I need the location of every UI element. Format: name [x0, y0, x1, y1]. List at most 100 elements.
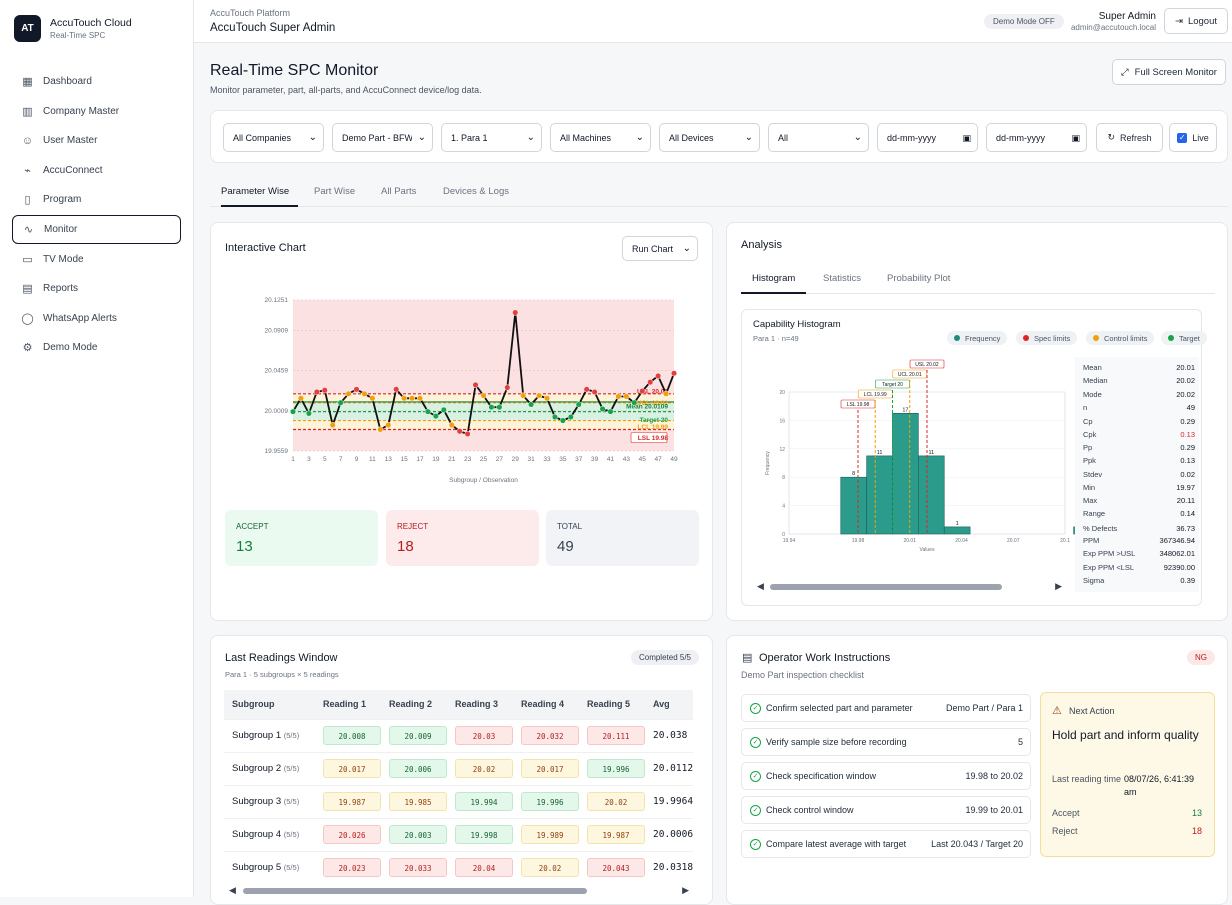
legend-label: Control limits — [1104, 333, 1148, 343]
parameter-select[interactable]: 1. Para 1 ⌄ — [441, 123, 542, 152]
refresh-icon: ↻ — [1107, 132, 1116, 142]
histogram-scrollbar[interactable]: ◀ ▶ — [757, 581, 1062, 592]
plug-icon: ⌁ — [24, 164, 31, 177]
tab-parameter-wise[interactable]: Parameter Wise — [221, 186, 298, 207]
reading-chip: 20.03 — [455, 726, 513, 745]
reading-chip: 20.006 — [389, 759, 447, 778]
sidebar-item-user-master[interactable]: ☺ User Master — [12, 126, 181, 155]
sidebar-item-monitor[interactable]: ∿ Monitor — [12, 214, 181, 244]
stat-value: 20.01 — [1176, 363, 1195, 372]
reading-chip: 19.996 — [521, 792, 579, 811]
legend-item-frequency: Frequency — [947, 331, 1008, 345]
tab-statistics[interactable]: Statistics — [823, 273, 862, 284]
reading-chip: 19.996 — [587, 759, 645, 778]
histogram-bar — [892, 412, 919, 535]
data-point — [393, 386, 400, 393]
analysis-tabs-divider — [741, 293, 1215, 294]
data-point — [615, 393, 622, 400]
refresh-button[interactable]: ↻ Refresh — [1096, 123, 1163, 152]
sidebar-item-whatsapp-alerts[interactable]: ◯ WhatsApp Alerts — [12, 304, 181, 333]
logout-button[interactable]: ⇥ Logout — [1164, 8, 1228, 34]
subgroup-name: Subgroup 2 — [232, 763, 282, 774]
stat-label: Exp PPM >USL — [1083, 549, 1136, 559]
tab-histogram[interactable]: Histogram — [741, 273, 807, 294]
reading-cell: 19.985 — [381, 784, 447, 818]
scroll-right-icon[interactable]: ▶ — [1055, 581, 1062, 591]
data-point — [631, 399, 638, 406]
machine-select[interactable]: All Machines ⌄ — [550, 123, 651, 152]
tab-all-parts[interactable]: All Parts — [381, 186, 417, 197]
device-select[interactable]: All Devices ⌄ — [659, 123, 760, 152]
sidebar-item-label: Reports — [43, 283, 79, 295]
scroll-right-icon[interactable]: ▶ — [682, 885, 689, 895]
table-scrollbar[interactable]: ◀ ▶ — [229, 885, 689, 896]
sidebar-item-reports[interactable]: ▤ Reports — [12, 274, 181, 303]
sidebar-item-tv-mode[interactable]: ▭ TV Mode — [12, 245, 181, 274]
work-instructions-card: ▤ Operator Work Instructions Demo Part i… — [726, 635, 1228, 905]
histogram-panel — [741, 309, 1202, 606]
scroll-thumb[interactable] — [770, 584, 1002, 590]
limit-tag-box — [840, 399, 876, 409]
subgroup-count: (5/5) — [283, 764, 300, 773]
scroll-thumb[interactable] — [243, 888, 587, 894]
stat-label: % Defects — [1083, 523, 1118, 533]
limit-tag-box — [857, 389, 893, 399]
data-point — [583, 386, 590, 393]
x-tick-label: 25 — [480, 456, 488, 463]
machine-select-value: All Machines — [560, 132, 612, 143]
sidebar-item-label: User Master — [43, 135, 98, 147]
x-tick-label: 20.01 — [903, 538, 916, 544]
stat-value: 0.29 — [1180, 442, 1195, 452]
interactive-chart-title: Interactive Chart — [225, 242, 306, 254]
reading-cell: 20.03 — [447, 718, 513, 752]
reject-value: 18 — [1191, 826, 1202, 836]
chart-type-select[interactable]: Run Chart ⌄ — [622, 236, 698, 261]
limit-tag-box — [909, 359, 945, 369]
sidebar-item-accuconnect[interactable]: ⌁ AccuConnect — [12, 156, 181, 185]
scroll-left-icon[interactable]: ◀ — [757, 581, 764, 591]
data-point — [504, 384, 511, 391]
scroll-left-icon[interactable]: ◀ — [229, 885, 236, 895]
data-point — [361, 390, 368, 397]
status-select[interactable]: All ⌄ — [768, 123, 869, 152]
data-point — [456, 428, 463, 435]
reading-chip: 20.04 — [455, 858, 513, 878]
chart-type-value: Run Chart — [632, 243, 674, 254]
checkbox-icon: ✓ — [1177, 132, 1188, 143]
reading-cell: 19.998 — [447, 817, 513, 851]
company-select[interactable]: All Companies ⌄ — [223, 123, 324, 152]
tab-part-wise[interactable]: Part Wise — [314, 186, 356, 197]
tab-probability-plot[interactable]: Probability Plot — [887, 273, 951, 284]
building-icon: ▥ — [22, 105, 33, 118]
tab-devices-logs[interactable]: Devices & Logs — [443, 186, 510, 197]
data-point — [663, 390, 670, 397]
data-point — [512, 309, 519, 316]
column-header: Reading 3 — [447, 690, 513, 719]
stat-row: Mean 20.01 — [1083, 363, 1195, 372]
subgroup-name: Subgroup 4 — [232, 829, 282, 840]
sidebar-item-program[interactable]: ▯ Program — [12, 185, 181, 214]
legend-swatch — [954, 335, 960, 341]
stat-value: 0.02 — [1180, 470, 1195, 480]
subgroup-cell: Subgroup 5 (5/5) — [224, 850, 315, 884]
data-point — [329, 421, 336, 429]
live-toggle[interactable]: ✓ Live — [1169, 123, 1217, 152]
stat-value: 0.39 — [1180, 575, 1195, 585]
sidebar-item-demo-mode[interactable]: ⚙ Demo Mode — [12, 333, 181, 362]
sidebar-item-company-master[interactable]: ▥ Company Master — [12, 97, 181, 126]
date-to-input[interactable]: dd-mm-yyyy ▣ — [986, 123, 1087, 152]
avg-cell: 19.9964 — [645, 784, 694, 818]
sidebar-item-dashboard[interactable]: ▦ Dashboard — [12, 67, 181, 96]
stat-row: Exp PPM >USL 348062.01 — [1083, 549, 1195, 558]
part-select[interactable]: Demo Part - BFW ⌄ — [332, 123, 433, 152]
y-tick-label: 20.1251 — [265, 297, 289, 304]
full-screen-button[interactable]: ⤢ Full Screen Monitor — [1112, 59, 1226, 85]
date-from-input[interactable]: dd-mm-yyyy ▣ — [877, 123, 978, 152]
sidebar-item-label: Demo Mode — [43, 342, 98, 354]
table-row: Subgroup 5 (5/5) 20.023 20.033 20.04 20.02 20… — [224, 850, 694, 884]
reading-chip: 20.043 — [587, 858, 645, 878]
analysis-card: Analysis Histogram Statistics Probabilit… — [726, 222, 1228, 621]
parameter-select-value: 1. Para 1 — [451, 132, 488, 143]
